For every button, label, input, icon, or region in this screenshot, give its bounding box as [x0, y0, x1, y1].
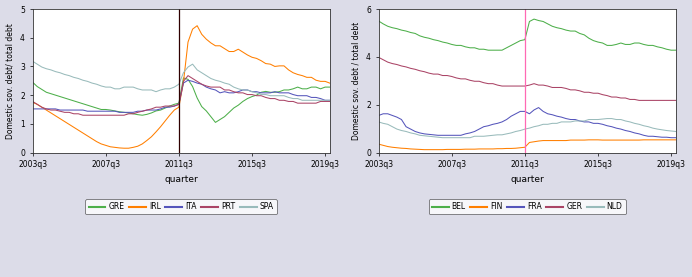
X-axis label: quarter: quarter — [510, 175, 544, 184]
Y-axis label: Domestic sov. debt/ total debt: Domestic sov. debt/ total debt — [6, 23, 15, 139]
X-axis label: quarter: quarter — [164, 175, 198, 184]
Legend: BEL, FIN, FRA, GER, NLD: BEL, FIN, FRA, GER, NLD — [429, 199, 626, 214]
Legend: GRE, IRL, ITA, PRT, SPA: GRE, IRL, ITA, PRT, SPA — [86, 199, 277, 214]
Y-axis label: Domestic sov. debt / total debt: Domestic sov. debt / total debt — [352, 22, 361, 140]
